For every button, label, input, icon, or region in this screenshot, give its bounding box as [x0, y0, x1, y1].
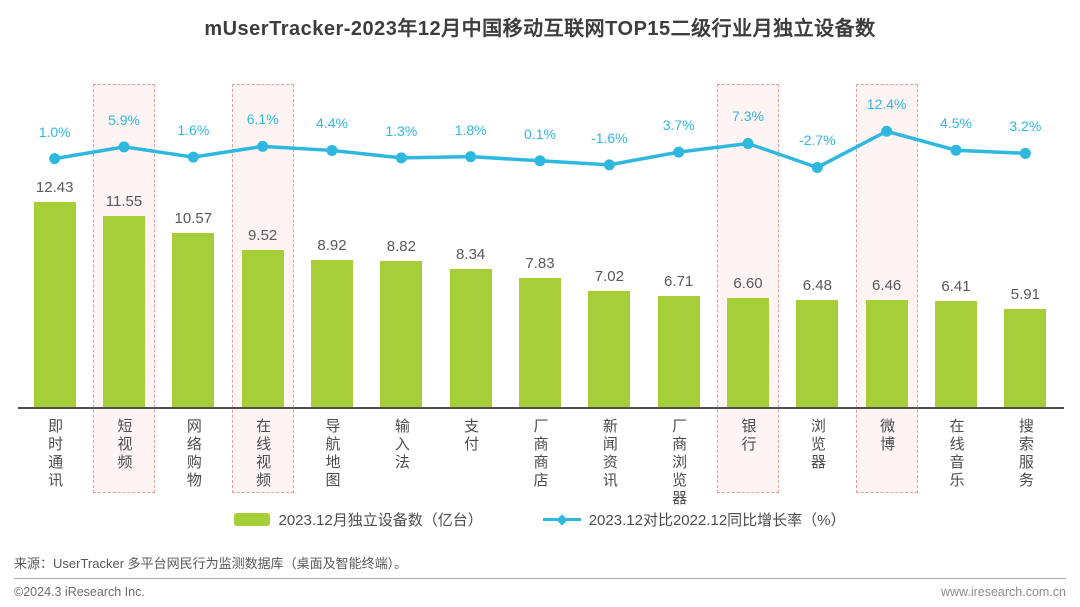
- growth-point: [118, 141, 130, 153]
- bar: [727, 298, 769, 407]
- bar-value-label: 6.48: [802, 277, 832, 295]
- category-label: 即时通讯: [46, 418, 64, 490]
- bar: [449, 269, 492, 407]
- bar-value-label: 6.71: [664, 273, 694, 291]
- bar-value-label: 12.43: [35, 178, 74, 196]
- growth-value-label: 3.7%: [662, 117, 695, 134]
- category-label: 微博: [878, 418, 896, 454]
- category-label: 在线音乐: [947, 418, 965, 490]
- category-label: 短视频: [115, 418, 133, 472]
- growth-point: [257, 140, 269, 152]
- category-label: 网络购物: [184, 418, 202, 490]
- growth-point: [187, 151, 199, 163]
- chart-title: mUserTracker-2023年12月中国移动互联网TOP15二级行业月独立…: [204, 18, 876, 40]
- growth-value-label: 1.0%: [38, 123, 71, 140]
- bar: [865, 300, 908, 407]
- growth-value-label: 3.2%: [1009, 118, 1042, 135]
- growth-value-label: 6.1%: [246, 111, 279, 128]
- legend-line-label: 2023.12对比2022.12同比增长率（%）: [588, 512, 846, 529]
- bar-value-label: 5.91: [1010, 286, 1040, 304]
- category-label: 厂商商店: [531, 418, 549, 490]
- bar-value-label: 7.02: [594, 268, 624, 286]
- bar: [172, 232, 215, 407]
- bar: [796, 300, 839, 407]
- growth-point: [881, 125, 893, 137]
- category-label: 输入法: [392, 418, 410, 472]
- category-label: 浏览器: [808, 418, 826, 472]
- copyright: ©2024.3 iResearch Inc.: [14, 585, 145, 599]
- source-note: 来源：UserTracker 多平台网民行为监测数据库（桌面及智能终端）。: [14, 556, 408, 571]
- bar: [588, 291, 631, 407]
- bar: [657, 296, 700, 407]
- bar-value-label: 11.55: [105, 193, 143, 211]
- bar-value-label: 8.82: [386, 238, 416, 256]
- growth-point: [465, 151, 477, 163]
- growth-value-label: 12.4%: [866, 96, 907, 113]
- website-link[interactable]: www.iresearch.com.cn: [940, 585, 1066, 599]
- growth-point: [742, 137, 754, 149]
- bar-value-label: 6.41: [941, 278, 971, 296]
- x-axis-line: [18, 407, 1064, 409]
- bar-value-label: 9.52: [248, 226, 278, 244]
- growth-point: [49, 153, 61, 165]
- growth-point: [1019, 147, 1031, 159]
- bar: [380, 261, 423, 407]
- legend-item-bar: 2023.12月独立设备数（亿台）: [234, 509, 483, 530]
- growth-value-label: 5.9%: [108, 111, 140, 128]
- growth-point: [603, 159, 615, 171]
- legend-bar-swatch: [234, 513, 271, 526]
- growth-point: [326, 144, 338, 156]
- growth-value-label: 1.6%: [177, 122, 210, 139]
- growth-point: [950, 144, 962, 156]
- growth-value-label: 7.3%: [732, 108, 764, 125]
- category-label: 新闻资讯: [600, 418, 618, 490]
- legend-bar-label: 2023.12月独立设备数（亿台）: [278, 512, 483, 529]
- growth-point: [811, 161, 823, 173]
- growth-value-label: 1.8%: [454, 121, 487, 138]
- legend-line-swatch: [542, 513, 581, 526]
- bar-value-label: 8.92: [317, 236, 347, 254]
- bar: [311, 259, 353, 407]
- highlight-region: [855, 84, 918, 493]
- bar: [519, 277, 561, 407]
- bar-value-label: 6.60: [733, 275, 763, 293]
- growth-value-label: 4.5%: [940, 115, 972, 132]
- category-label: 支付: [462, 418, 480, 454]
- category-label: 在线视频: [254, 418, 272, 490]
- category-label: 厂商浏览器: [670, 418, 688, 508]
- growth-value-label: 4.4%: [316, 115, 348, 132]
- bar-value-label: 6.46: [872, 277, 902, 295]
- growth-point: [534, 155, 546, 167]
- bar-value-label: 10.57: [174, 209, 213, 227]
- footer-divider: [14, 578, 1066, 579]
- bar-value-label: 8.34: [456, 246, 486, 264]
- bar-value-label: 7.83: [525, 254, 555, 272]
- growth-value-label: -1.6%: [591, 129, 628, 146]
- category-label: 银行: [739, 418, 757, 454]
- footer-row: ©2024.3 iResearch Inc. www.iresearch.com…: [14, 585, 1066, 599]
- bar: [33, 201, 76, 407]
- growth-value-label: -2.7%: [799, 132, 836, 149]
- bar: [241, 249, 284, 407]
- growth-value-label: 1.3%: [385, 122, 418, 139]
- growth-value-label: 0.1%: [524, 125, 556, 142]
- growth-point: [395, 152, 407, 164]
- category-label: 导航地图: [323, 418, 341, 490]
- category-label: 搜索服务: [1016, 418, 1034, 490]
- legend-item-line: 2023.12对比2022.12同比增长率（%）: [542, 509, 846, 530]
- growth-point: [673, 146, 685, 158]
- bar: [1004, 309, 1047, 407]
- legend: 2023.12月独立设备数（亿台） 2023.12对比2022.12同比增长率（…: [0, 509, 1080, 530]
- bar: [103, 216, 145, 407]
- bar: [935, 301, 977, 407]
- legend-line-marker-icon: [556, 513, 568, 526]
